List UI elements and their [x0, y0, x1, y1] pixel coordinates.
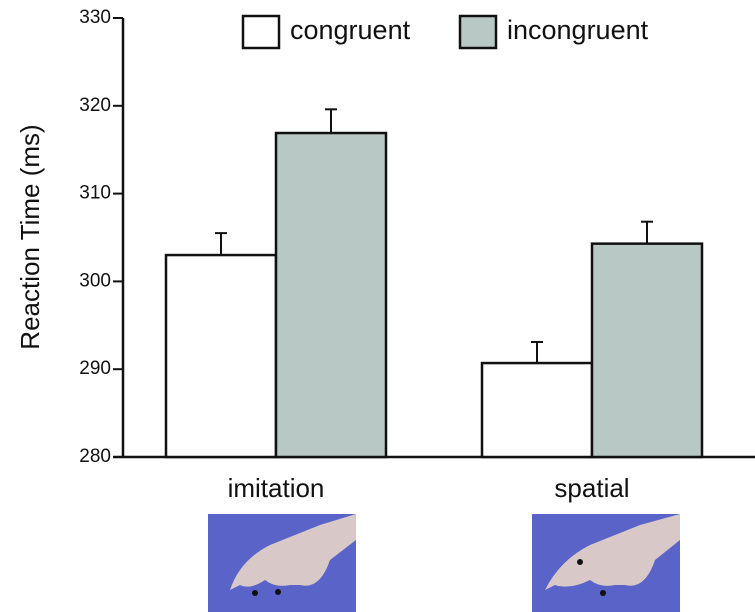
- y-axis-label: Reaction Time (ms): [15, 124, 45, 349]
- y-tick-label: 310: [79, 183, 111, 204]
- legend-label: congruent: [290, 15, 411, 45]
- legend-swatch: [243, 16, 279, 48]
- legend-swatch: [460, 16, 496, 48]
- hand-image: [208, 514, 356, 612]
- y-tick-label: 300: [79, 270, 111, 291]
- chart: Reaction Time (ms) 280 290 300 310 320 330 imi…: [0, 0, 755, 612]
- bar: [592, 244, 702, 457]
- x-tick-label: spatial: [554, 473, 629, 503]
- x-tick-label: imitation: [228, 473, 325, 503]
- bar: [276, 133, 386, 457]
- bar: [166, 255, 276, 457]
- y-tick-label: 320: [79, 95, 111, 116]
- y-tick-label: 330: [79, 7, 111, 28]
- hand-image: [532, 514, 680, 612]
- y-tick-label: 280: [79, 446, 111, 467]
- bar: [482, 363, 592, 457]
- legend-label: incongruent: [507, 15, 649, 45]
- y-tick-label: 290: [79, 358, 111, 379]
